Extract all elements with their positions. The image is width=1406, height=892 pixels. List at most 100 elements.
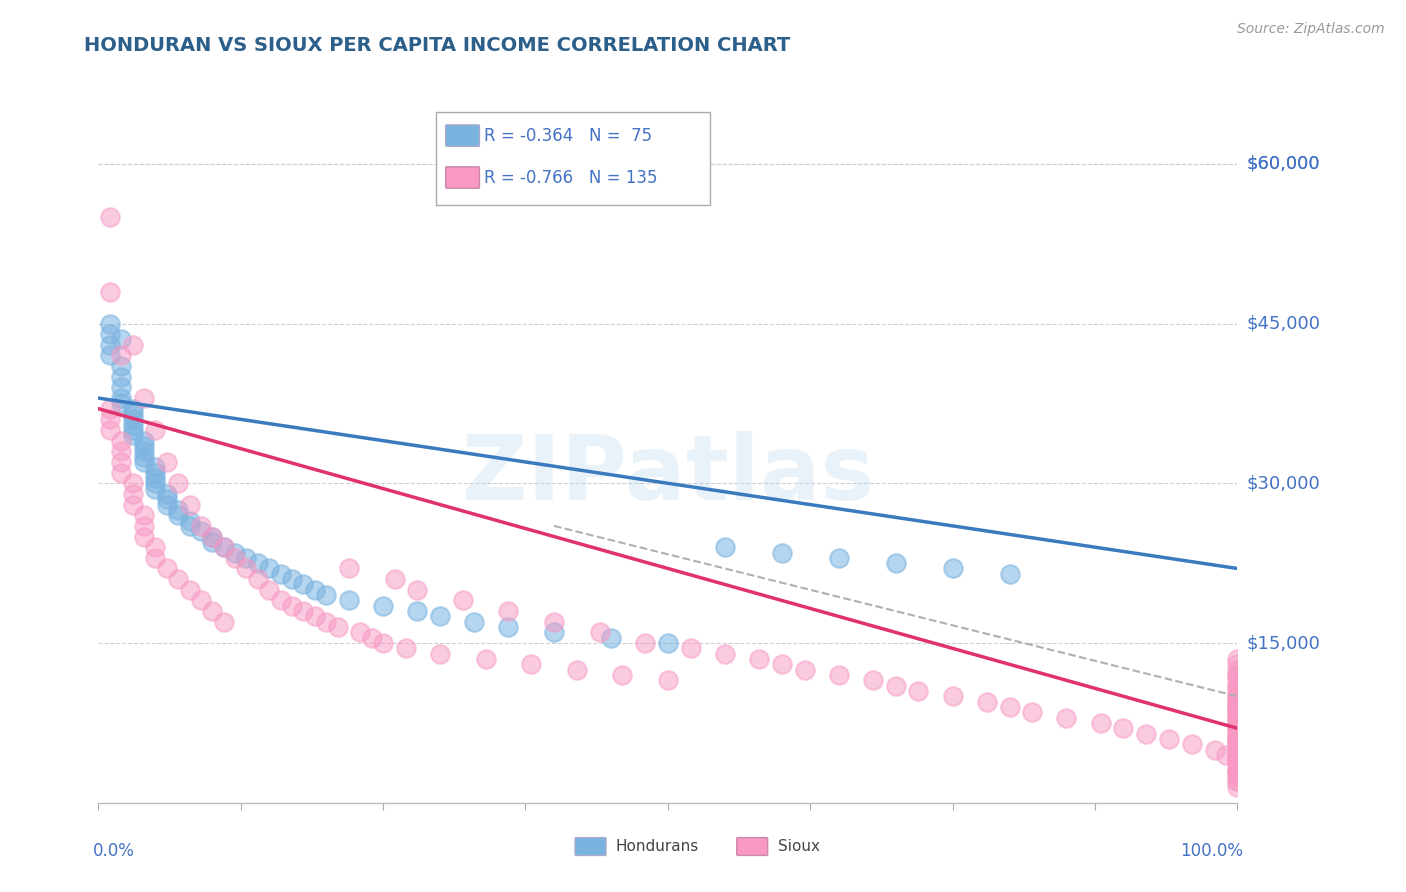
Point	[1135, 726, 1157, 740]
Point	[1226, 769, 1249, 783]
Point	[121, 412, 143, 426]
Point	[156, 498, 179, 512]
Point	[1181, 737, 1204, 751]
Point	[1226, 753, 1249, 767]
Point	[406, 582, 429, 597]
Point	[634, 636, 657, 650]
Point	[1226, 742, 1249, 756]
Text: R = -0.364   N =  75: R = -0.364 N = 75	[484, 127, 652, 145]
Point	[132, 455, 155, 469]
Point	[714, 647, 737, 661]
Point	[156, 492, 179, 507]
Point	[98, 210, 121, 224]
Point	[304, 609, 326, 624]
Point	[1226, 710, 1249, 724]
Point	[270, 593, 292, 607]
Point	[1226, 753, 1249, 767]
Point	[360, 631, 382, 645]
Point	[326, 620, 349, 634]
Point	[1226, 747, 1249, 762]
Point	[1157, 731, 1180, 746]
Point	[121, 487, 143, 501]
Point	[132, 444, 155, 458]
Point	[132, 450, 155, 464]
Point	[132, 529, 155, 543]
Point	[1226, 747, 1249, 762]
Point	[1226, 690, 1249, 704]
Point	[395, 641, 418, 656]
Point	[201, 604, 224, 618]
Point	[679, 641, 702, 656]
Point	[1056, 710, 1078, 724]
Point	[179, 582, 201, 597]
Point	[498, 620, 520, 634]
Point	[110, 359, 132, 373]
Point	[315, 588, 337, 602]
Point	[884, 679, 907, 693]
Point	[1226, 700, 1249, 714]
Point	[1226, 657, 1249, 672]
Point	[167, 503, 190, 517]
Point	[1226, 764, 1249, 778]
Point	[179, 519, 201, 533]
Point	[110, 444, 132, 458]
Point	[1226, 700, 1249, 714]
Point	[98, 317, 121, 331]
Point	[145, 550, 167, 565]
Point	[429, 647, 451, 661]
Point	[1090, 715, 1112, 730]
Point	[179, 498, 201, 512]
Point	[132, 434, 155, 448]
Point	[1226, 679, 1249, 693]
Point	[259, 561, 281, 575]
Point	[1226, 706, 1249, 720]
Point	[1112, 721, 1135, 735]
Point	[98, 412, 121, 426]
Point	[543, 615, 565, 629]
Point	[1226, 700, 1249, 714]
Point	[110, 333, 132, 347]
Point	[201, 529, 224, 543]
Point	[337, 561, 360, 575]
Point	[246, 556, 269, 570]
Point	[304, 582, 326, 597]
Text: $60,000: $60,000	[1246, 154, 1320, 173]
Point	[270, 566, 292, 581]
Point	[474, 652, 496, 666]
Point	[201, 534, 224, 549]
Point	[190, 519, 212, 533]
Point	[565, 663, 588, 677]
Point	[1226, 742, 1249, 756]
Point	[1226, 726, 1249, 740]
Point	[1226, 731, 1249, 746]
Point	[942, 690, 965, 704]
Point	[121, 407, 143, 421]
Point	[1226, 721, 1249, 735]
Point	[98, 285, 121, 299]
Point	[167, 572, 190, 586]
Point	[1226, 706, 1249, 720]
Text: $60,000: $60,000	[1246, 154, 1320, 173]
Point	[543, 625, 565, 640]
Point	[212, 540, 235, 554]
Point	[121, 423, 143, 437]
Point	[1226, 715, 1249, 730]
Point	[1226, 721, 1249, 735]
Point	[998, 700, 1021, 714]
Point	[1226, 668, 1249, 682]
Point	[145, 540, 167, 554]
Text: Sioux: Sioux	[778, 839, 820, 854]
Point	[1226, 764, 1249, 778]
Point	[121, 401, 143, 416]
Point	[1215, 747, 1237, 762]
Point	[657, 673, 679, 688]
Point	[110, 434, 132, 448]
Point	[1226, 710, 1249, 724]
Point	[770, 545, 793, 559]
Text: $45,000: $45,000	[1246, 315, 1320, 333]
Point	[201, 529, 224, 543]
Point	[98, 401, 121, 416]
Point	[793, 663, 815, 677]
Point	[190, 524, 212, 539]
Point	[167, 508, 190, 523]
